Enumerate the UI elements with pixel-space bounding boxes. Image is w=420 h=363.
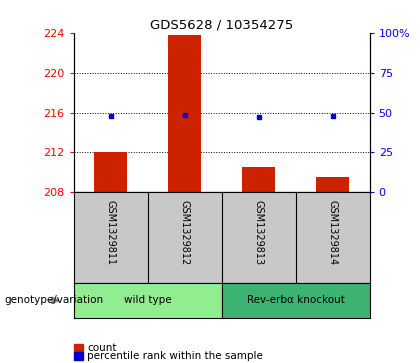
Text: GSM1329811: GSM1329811 xyxy=(105,200,116,265)
Text: wild type: wild type xyxy=(124,295,171,305)
Text: count: count xyxy=(87,343,116,353)
Bar xyxy=(316,178,349,192)
Bar xyxy=(222,283,370,318)
Bar xyxy=(168,34,201,192)
Text: Rev-erbα knockout: Rev-erbα knockout xyxy=(247,295,344,305)
Text: GSM1329813: GSM1329813 xyxy=(254,200,264,265)
Text: GSM1329814: GSM1329814 xyxy=(328,200,338,265)
Text: GSM1329812: GSM1329812 xyxy=(179,200,189,265)
Bar xyxy=(74,344,83,352)
Title: GDS5628 / 10354275: GDS5628 / 10354275 xyxy=(150,19,293,32)
Text: percentile rank within the sample: percentile rank within the sample xyxy=(87,351,263,362)
Bar xyxy=(74,352,83,360)
Bar xyxy=(74,283,222,318)
Bar xyxy=(94,152,127,192)
Text: genotype/variation: genotype/variation xyxy=(4,295,103,305)
Bar xyxy=(242,167,275,192)
